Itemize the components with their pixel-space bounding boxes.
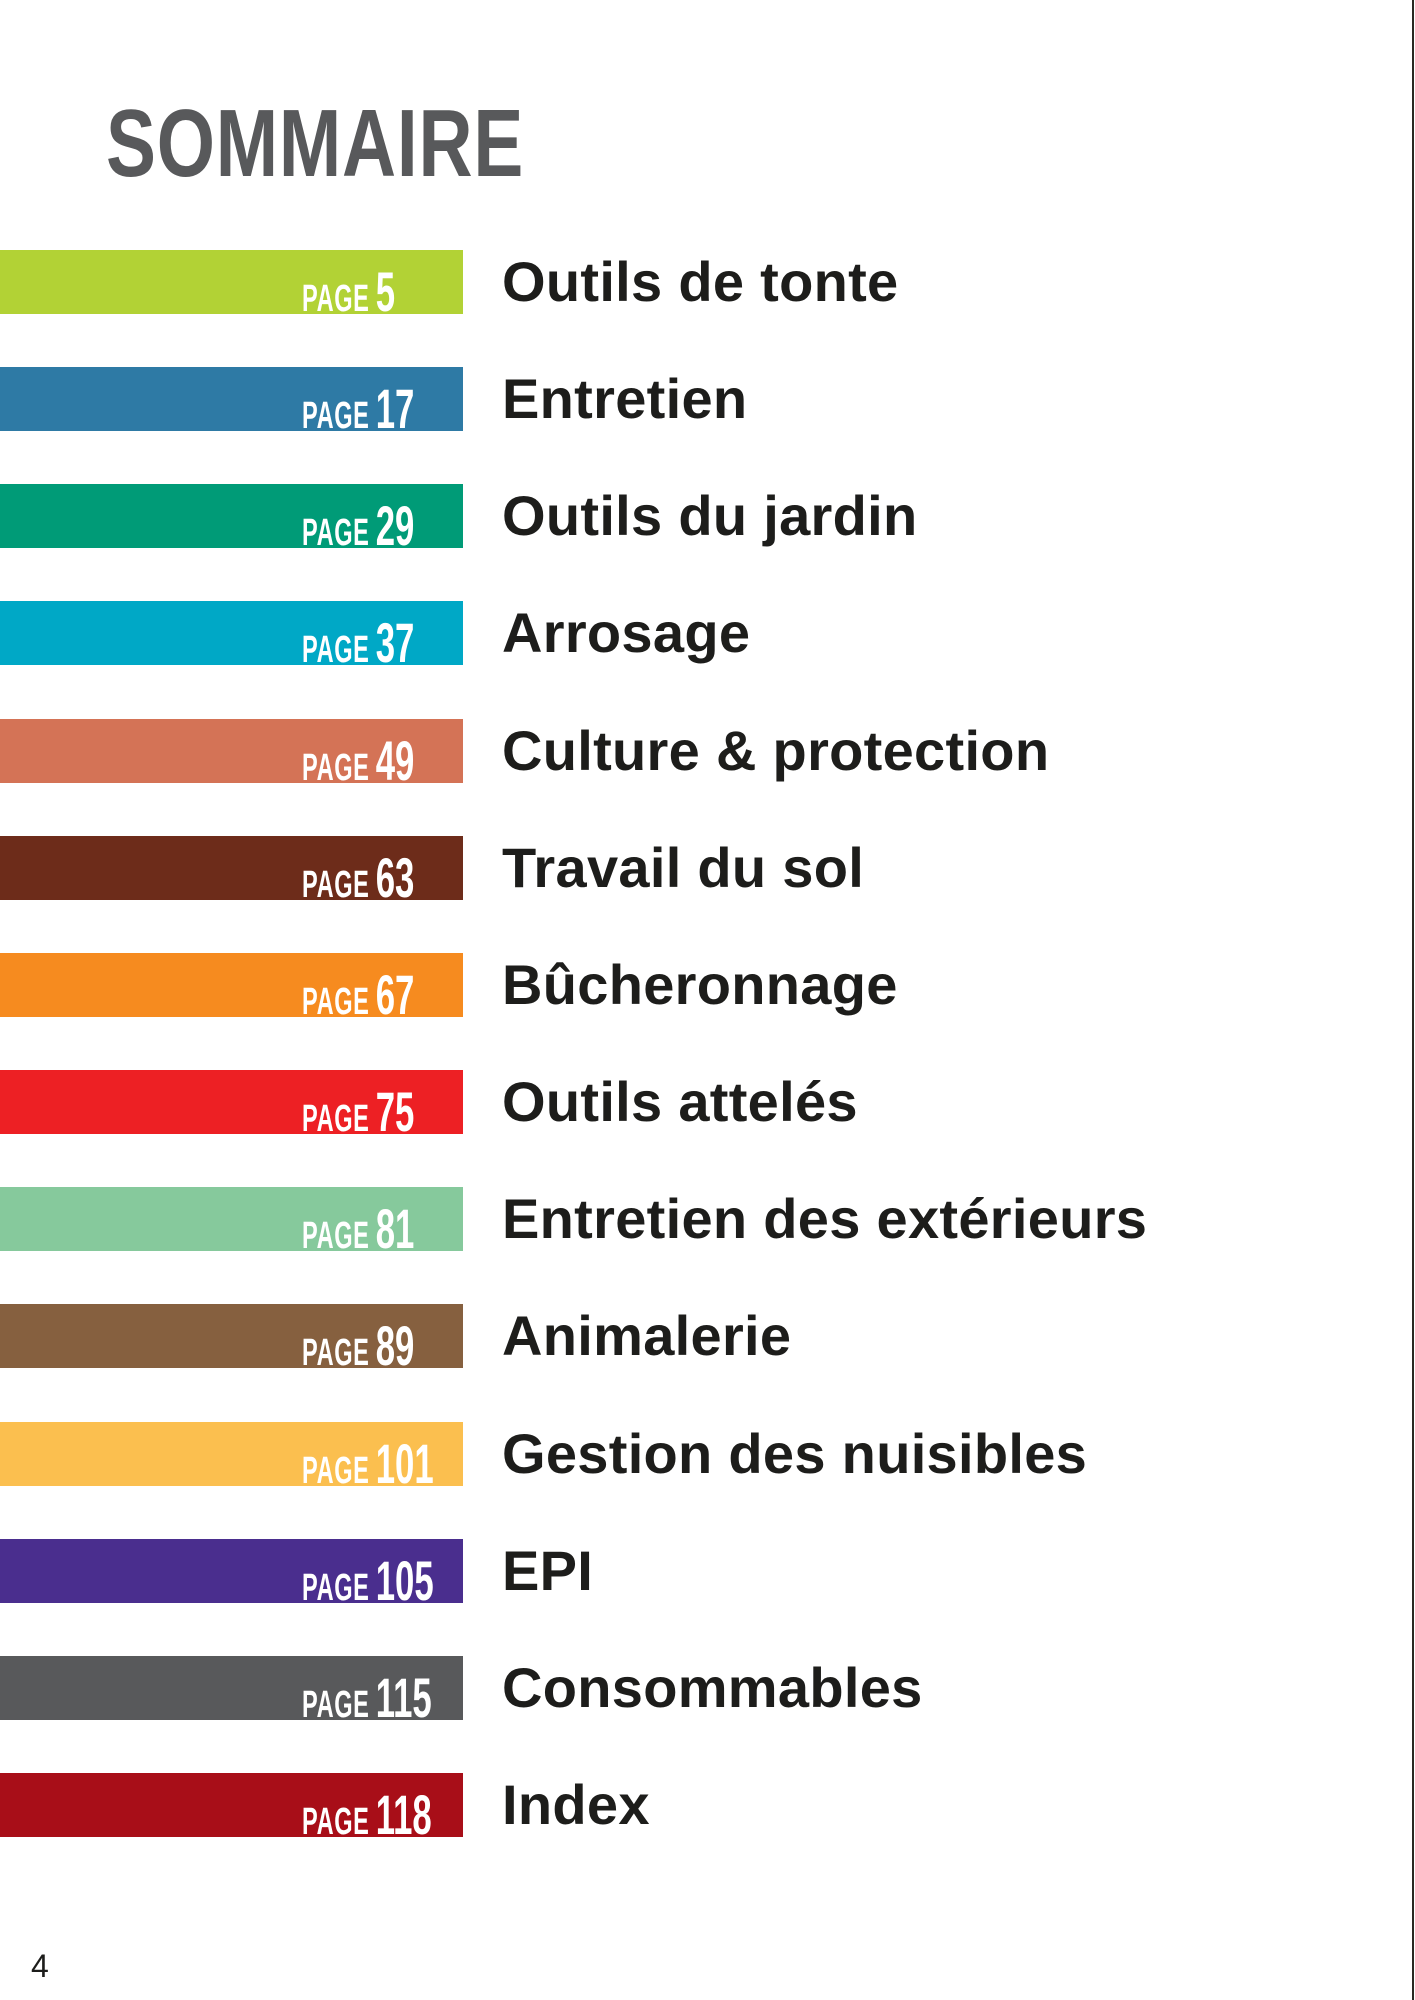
section-color-bar: PAGE 63 — [0, 835, 463, 900]
section-title: Entretien des extérieurs — [502, 1187, 1148, 1251]
section-title: Outils du jardin — [502, 484, 918, 548]
page-number: 17 — [375, 377, 415, 432]
toc-entry-12[interactable]: PAGE 115 Consommables — [0, 1655, 1415, 1720]
page-number: 75 — [375, 1080, 415, 1135]
section-title: Arrosage — [502, 601, 751, 665]
section-title: Bûcheronnage — [502, 952, 898, 1016]
section-color-bar: PAGE 115 — [0, 1655, 463, 1720]
page-reference: PAGE 17 — [302, 381, 414, 432]
page-number: 29 — [375, 494, 415, 549]
section-color-bar: PAGE 101 — [0, 1421, 463, 1486]
page-number: 67 — [375, 962, 415, 1017]
page-prefix: PAGE — [302, 512, 370, 549]
page-edge-line — [1412, 0, 1414, 2000]
section-title: Outils de tonte — [502, 250, 899, 313]
toc-entry-2[interactable]: PAGE 29 Outils du jardin — [0, 484, 1415, 549]
toc-entry-10[interactable]: PAGE 101 Gestion des nuisibles — [0, 1421, 1415, 1486]
page-number: 115 — [375, 1665, 432, 1720]
section-title: Index — [502, 1772, 650, 1836]
toc-entry-3[interactable]: PAGE 37 Arrosage — [0, 601, 1415, 666]
page-reference: PAGE 29 — [302, 498, 414, 549]
page-prefix: PAGE — [302, 980, 370, 1017]
toc-entry-1[interactable]: PAGE 17 Entretien — [0, 367, 1415, 432]
page-number: 89 — [375, 1314, 415, 1369]
section-color-bar: PAGE 37 — [0, 601, 463, 666]
section-color-bar: PAGE 81 — [0, 1187, 463, 1252]
page-number: 105 — [375, 1548, 434, 1603]
page-prefix: PAGE — [302, 1683, 370, 1720]
page-reference: PAGE 75 — [302, 1084, 414, 1135]
page-prefix: PAGE — [302, 278, 370, 314]
section-color-bar: PAGE 89 — [0, 1304, 463, 1369]
section-title: Outils attelés — [502, 1070, 858, 1134]
toc-entry-5[interactable]: PAGE 63 Travail du sol — [0, 835, 1415, 900]
page-number: 118 — [375, 1782, 432, 1837]
page-number: 63 — [375, 845, 415, 900]
page-reference: PAGE 67 — [302, 966, 414, 1017]
toc-entry-9[interactable]: PAGE 89 Animalerie — [0, 1304, 1415, 1369]
page-number: 37 — [375, 611, 415, 666]
section-color-bar: PAGE 5 — [0, 250, 463, 314]
page-prefix: PAGE — [302, 1332, 370, 1369]
section-title: Travail du sol — [502, 835, 865, 899]
toc-entry-7[interactable]: PAGE 75 Outils attelés — [0, 1070, 1415, 1135]
page-prefix: PAGE — [302, 1215, 370, 1252]
page-reference: PAGE 49 — [302, 732, 414, 783]
page-number: 101 — [375, 1431, 434, 1486]
page-reference: PAGE 118 — [302, 1786, 432, 1837]
section-color-bar: PAGE 75 — [0, 1070, 463, 1135]
section-color-bar: PAGE 29 — [0, 484, 463, 549]
section-color-bar: PAGE 105 — [0, 1538, 463, 1603]
toc-entry-11[interactable]: PAGE 105 EPI — [0, 1538, 1415, 1603]
page-prefix: PAGE — [302, 1800, 370, 1837]
page-reference: PAGE 101 — [302, 1435, 434, 1486]
section-color-bar: PAGE 67 — [0, 952, 463, 1017]
page-prefix: PAGE — [302, 863, 370, 900]
page-title: SOMMAIRE — [106, 90, 525, 197]
page-prefix: PAGE — [302, 1449, 370, 1486]
toc-entry-0[interactable]: PAGE 5 Outils de tonte — [0, 250, 1415, 314]
page-reference: PAGE 115 — [302, 1669, 432, 1720]
toc-entry-6[interactable]: PAGE 67 Bûcheronnage — [0, 952, 1415, 1017]
page-prefix: PAGE — [302, 629, 370, 666]
toc-entry-8[interactable]: PAGE 81 Entretien des extérieurs — [0, 1187, 1415, 1252]
page-prefix: PAGE — [302, 1098, 370, 1135]
page-prefix: PAGE — [302, 395, 370, 432]
section-title: EPI — [502, 1538, 594, 1602]
section-color-bar: PAGE 17 — [0, 367, 463, 432]
page-prefix: PAGE — [302, 1566, 370, 1603]
section-title: Entretien — [502, 367, 748, 431]
page-reference: PAGE 105 — [302, 1552, 434, 1603]
page-number: 81 — [375, 1197, 415, 1252]
section-color-bar: PAGE 118 — [0, 1772, 463, 1837]
section-title: Animalerie — [502, 1304, 792, 1368]
page-reference: PAGE 37 — [302, 615, 414, 666]
section-title: Gestion des nuisibles — [502, 1421, 1088, 1485]
section-title: Culture & protection — [502, 718, 1050, 782]
page-reference: PAGE 5 — [302, 264, 395, 315]
section-title: Consommables — [502, 1655, 923, 1719]
page-number: 5 — [375, 260, 396, 315]
page-number: 49 — [375, 728, 415, 783]
section-color-bar: PAGE 49 — [0, 718, 463, 783]
page-prefix: PAGE — [302, 746, 370, 783]
page-reference: PAGE 89 — [302, 1318, 414, 1369]
page-reference: PAGE 63 — [302, 849, 414, 900]
folio-page-number: 4 — [31, 1948, 49, 1984]
page-reference: PAGE 81 — [302, 1201, 414, 1252]
toc-entry-13[interactable]: PAGE 118 Index — [0, 1772, 1415, 1837]
toc-entry-4[interactable]: PAGE 49 Culture & protection — [0, 718, 1415, 783]
